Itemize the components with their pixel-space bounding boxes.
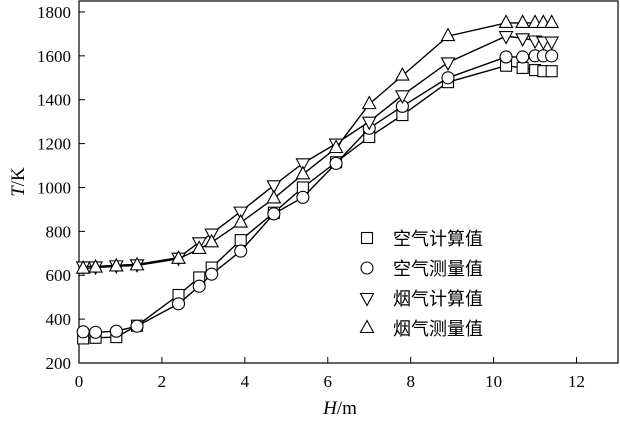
x-tick-label: 12 [568,372,585,391]
data-point [204,233,220,248]
data-point [233,206,249,221]
legend-item: 空气测量值 [360,259,483,280]
y-tick-label: 1600 [37,47,71,66]
data-point [109,324,123,338]
data-point [233,213,249,228]
data-point [394,90,410,104]
y-tick-label: 1800 [37,3,71,22]
data-point [440,27,456,42]
data-point [234,234,247,247]
data-point [440,57,456,72]
legend-item: 烟气测量值 [359,319,483,340]
data-point [329,156,343,170]
data-point [296,190,310,204]
data-point [266,189,282,204]
data-point [234,244,248,258]
y-tick-label: 400 [46,310,72,329]
data-point [498,31,514,45]
data-point [266,180,282,194]
y-tick-label: 800 [46,222,72,241]
axis-ticks: 0 2 4 6 8 10 12 200 400 600 800 1000 1200 1400 1600 180… [37,3,585,391]
data-point [129,256,145,271]
x-tick-label: 8 [406,372,415,391]
data-point [544,14,560,28]
data-point [545,49,559,63]
data-point [191,240,207,254]
x-tick-label: 0 [75,372,84,391]
data-point [171,297,186,311]
y-axis-unit: K [8,167,29,181]
data-point [192,279,206,293]
data-point [498,14,514,28]
data-point [516,61,529,74]
data-point [441,71,455,85]
data-point [171,250,186,264]
data-point [515,33,531,47]
data-point [88,258,104,273]
plot-frame [78,0,619,364]
series-circle [76,49,559,339]
x-axis-unit: m [342,398,357,419]
legend-marker-circle [360,261,374,275]
legend-label: 烟气计算值 [393,289,483,310]
data-point [361,116,377,131]
y-axis-var: T [8,185,29,197]
legend-marker-square [360,231,374,245]
data-point [76,325,90,339]
x-axis-label: H/m [322,398,357,419]
legend-label: 空气计算值 [393,229,483,250]
legend-marker-triangle-up [359,319,375,334]
data-point [545,65,558,78]
series-layer [75,14,560,345]
data-point [515,14,531,28]
data-point [267,207,281,221]
data-point [361,95,377,110]
y-tick-label: 600 [46,266,72,285]
x-axis-var: H [322,398,338,419]
data-point [205,267,219,281]
x-tick-label: 2 [158,372,167,391]
y-axis-sep: / [8,180,29,186]
data-point [394,66,410,81]
y-tick-label: 1200 [37,135,71,154]
data-point [295,165,311,180]
x-axis-sep: / [337,398,343,419]
x-tick-label: 4 [241,372,250,391]
y-tick-label: 1400 [37,91,71,110]
data-point [108,257,124,272]
series-square [77,59,558,345]
data-point [516,50,530,64]
y-axis-label: T/K [8,167,29,197]
data-point [295,158,311,173]
legend-label: 空气测量值 [393,259,483,280]
legend-label: 烟气测量值 [393,319,483,340]
y-tick-label: 1000 [37,178,71,197]
y-tick-label: 200 [46,354,72,373]
data-point [328,139,344,154]
data-point [544,36,560,51]
x-tick-label: 10 [485,372,502,391]
series-triangle-down [75,31,560,276]
legend-item: 烟气计算值 [359,289,483,310]
series-triangle-up [75,14,560,274]
legend-marker-triangle-down [359,292,375,307]
data-point [499,50,513,64]
data-point [89,325,103,339]
x-tick-label: 6 [324,372,333,391]
data-point [130,319,144,333]
legend-item: 空气计算值 [360,229,483,250]
data-point [75,260,91,274]
